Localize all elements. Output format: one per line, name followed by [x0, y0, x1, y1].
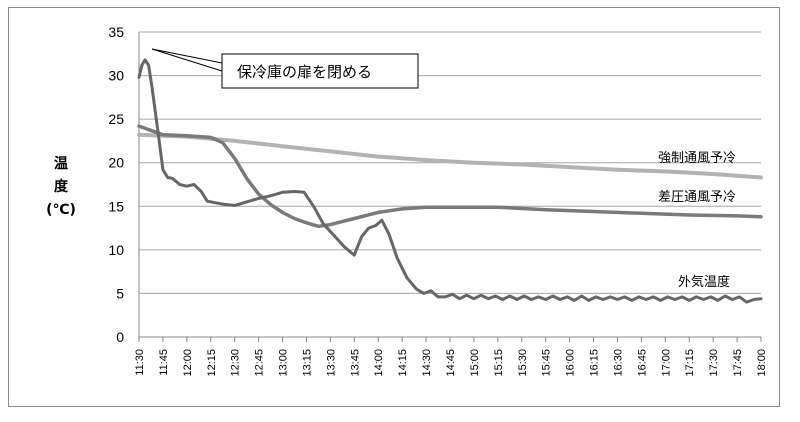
x-tick-label: 12:30: [230, 349, 242, 377]
series-line-0: [137, 132, 763, 180]
y-axis-title-part: 度: [54, 178, 69, 195]
y-tick-label: 10: [108, 242, 124, 258]
x-tick-label: 12:45: [254, 349, 266, 377]
y-tick-label: 0: [116, 329, 124, 345]
y-tick-label: 20: [108, 155, 124, 171]
y-tick-label: 35: [108, 24, 124, 40]
x-tick-label: 15:00: [469, 349, 481, 377]
x-tick-label: 14:30: [421, 349, 433, 377]
x-tick-label: 16:15: [589, 349, 601, 377]
x-tick-label: 13:15: [301, 349, 313, 377]
x-tick-label: 11:45: [158, 349, 170, 376]
y-axis-title-part: 温: [54, 156, 68, 172]
x-tick-label: 12:00: [182, 349, 194, 377]
x-tick-label: 13:30: [325, 349, 337, 377]
series-label-0: 強制通風予冷: [658, 151, 736, 166]
x-tick-label: 13:00: [278, 349, 290, 377]
x-tick-label: 17:45: [732, 349, 744, 377]
y-tick-labels: 0 5 10 15 20 25 30 35: [108, 24, 124, 345]
y-tick-label: 15: [108, 198, 124, 214]
series-line-2: [137, 58, 763, 304]
x-tick-label: 14:15: [397, 349, 409, 377]
series-label-2: 外気温度: [678, 274, 730, 290]
door-close-annotation: 保冷庫の扉を閉める: [151, 48, 419, 89]
x-tick-label: 17:30: [708, 349, 720, 377]
x-tick-labels: 11:30 11:45 12:00 12:15 12:30 12:45 13:00 13:15…: [134, 349, 768, 377]
x-tick-label: 15:30: [517, 349, 529, 377]
callout-line-2: [151, 48, 223, 64]
x-tick-label: 15:15: [493, 349, 505, 377]
series-lines: [137, 58, 763, 304]
series-line-1: [137, 124, 763, 229]
gridlines: [138, 31, 762, 342]
annotation-text: 保冷庫の扉を閉める: [237, 63, 372, 81]
x-tick-label: 15:45: [541, 349, 553, 377]
x-tick-label: 13:45: [349, 349, 361, 377]
callout-line-1: [151, 48, 223, 72]
y-axis-title-part: (℃): [46, 202, 76, 218]
x-tick-label: 12:15: [206, 349, 218, 377]
x-tick-label: 18:00: [756, 349, 768, 377]
x-tick-label: 17:15: [684, 349, 696, 377]
y-axis-title: 温度 (℃): [46, 156, 76, 218]
x-tick-label: 14:00: [373, 349, 385, 377]
x-tick-label: 17:00: [660, 349, 672, 377]
x-tick-label: 14:45: [445, 349, 457, 377]
x-tick-label: 16:45: [636, 349, 648, 377]
x-tick-label: 11:30: [134, 349, 146, 376]
y-tick-label: 25: [108, 111, 124, 127]
series-label-1: 差圧通風予冷: [658, 190, 736, 205]
callout-box: [221, 53, 419, 89]
y-tick-label: 5: [116, 285, 124, 301]
x-tick-label: 16:00: [565, 349, 577, 377]
x-tick-label: 16:30: [612, 349, 624, 377]
y-tick-label: 30: [108, 68, 124, 84]
